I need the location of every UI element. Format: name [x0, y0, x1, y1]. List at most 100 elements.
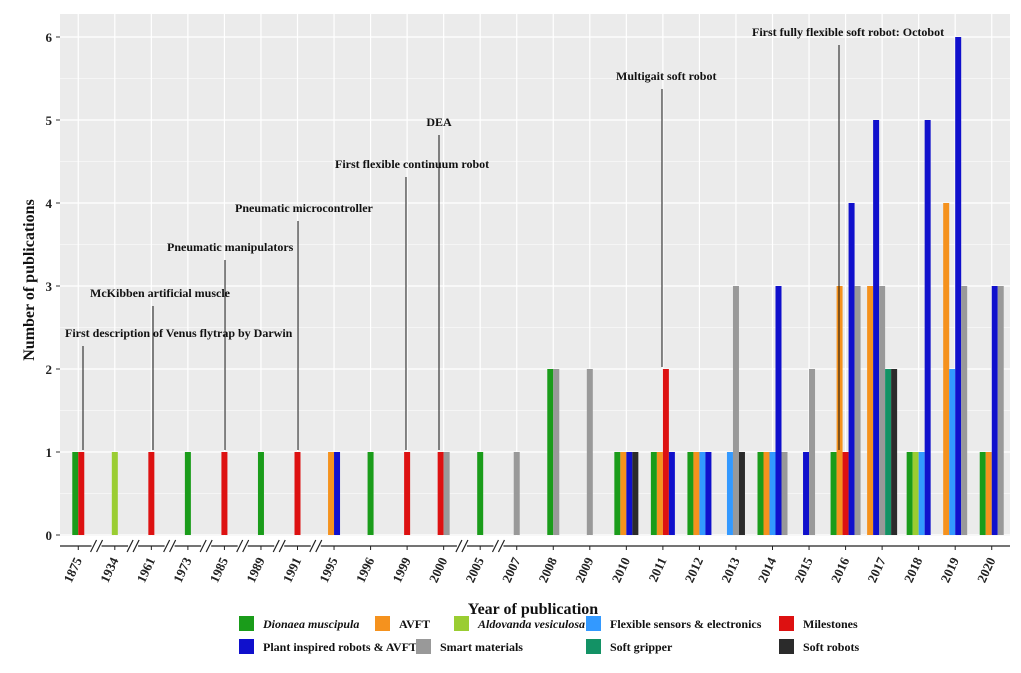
bar-2011-milestones	[662, 369, 669, 535]
bar-2018-aldovanda-vesiculosa	[912, 452, 919, 535]
bar-2019-avft	[943, 203, 950, 535]
x-tick-label: 2017	[864, 554, 889, 584]
legend-label: Soft gripper	[610, 640, 673, 654]
x-tick-label: 2020	[974, 555, 999, 585]
axis-break-mark	[309, 539, 317, 553]
bar-2016-avft	[836, 286, 843, 535]
bar-2012-avft	[693, 452, 700, 535]
bar-1996-dionaea-muscipula	[367, 452, 374, 535]
x-tick-label: 1985	[207, 554, 232, 584]
axis-break-gap	[201, 541, 212, 551]
legend-label: Flexible sensors & electronics	[610, 617, 762, 631]
axis-break-mark	[461, 539, 469, 553]
y-tick-label: 4	[46, 196, 53, 211]
axis-break-mark	[90, 539, 98, 553]
bar-2020-smart-materials	[997, 286, 1004, 535]
bar-2020-avft	[985, 452, 992, 535]
bar-2018-flexible-sensors-electronics	[918, 452, 925, 535]
bar-2014-dionaea-muscipula	[757, 452, 764, 535]
axis-break-mark	[163, 539, 171, 553]
axis-break-mark	[96, 539, 104, 553]
bar-1995-plant-inspired-robots-avft	[334, 452, 341, 535]
legend-label: Smart materials	[440, 640, 523, 654]
x-tick-label: 2009	[572, 554, 597, 584]
bar-1973-dionaea-muscipula	[184, 452, 191, 535]
x-tick-label: 2011	[645, 555, 669, 584]
y-axis: 0 1 2 3 4 5 6	[46, 30, 60, 543]
annotation-label: Pneumatic microcontroller	[235, 201, 374, 215]
axis-break-mark	[455, 539, 463, 553]
bar-2017-plant-inspired-robots-avft	[873, 120, 880, 535]
bar-1875-dionaea-muscipula	[72, 452, 79, 535]
x-axis-title: Year of publication	[468, 601, 598, 618]
x-tick-label: 1989	[243, 554, 268, 584]
bar-2020-plant-inspired-robots-avft	[991, 286, 998, 535]
axis-break-gap	[456, 541, 467, 551]
bar-2000-milestones	[437, 452, 444, 535]
bar-2018-dionaea-muscipula	[906, 452, 913, 535]
bar-2017-soft-gripper	[885, 369, 892, 535]
bar-2009-smart-materials	[586, 369, 593, 535]
bar-2008-dionaea-muscipula	[547, 369, 554, 535]
annotation-label: DEA	[426, 115, 452, 129]
axis-break-gap	[91, 541, 102, 551]
x-tick-label: 1961	[133, 555, 158, 585]
x-tick-label: 2016	[828, 554, 853, 584]
x-tick-label: 2019	[937, 554, 962, 584]
axis-break-mark	[272, 539, 280, 553]
bar-2016-smart-materials	[854, 286, 861, 535]
bar-1999-milestones	[404, 452, 411, 535]
bar-2007-smart-materials	[513, 452, 520, 535]
legend: Dionaea muscipula AVFT Aldovanda vesiculos…	[239, 616, 859, 654]
x-tick-label: 1875	[60, 554, 85, 584]
legend-label: Milestones	[803, 617, 858, 631]
annotation-label: First fully flexible soft robot: Octobot	[752, 25, 944, 39]
axis-break-mark	[132, 539, 140, 553]
x-axis: 1875 1934 1961 1973 1985 1989 1991 1995 1996 1999…	[60, 539, 1010, 585]
bar-2017-avft	[867, 286, 874, 535]
legend-label: AVFT	[399, 617, 430, 631]
y-tick-label: 2	[46, 362, 53, 377]
legend-swatch	[779, 639, 794, 654]
bar-2008-smart-materials	[553, 369, 560, 535]
bar-2018-plant-inspired-robots-avft	[924, 120, 931, 535]
axis-break-mark	[278, 539, 286, 553]
bar-2010-avft	[620, 452, 627, 535]
bar-2017-smart-materials	[879, 286, 886, 535]
axis-break-gap	[274, 541, 285, 551]
bar-2013-smart-materials	[732, 286, 739, 535]
legend-swatch	[586, 616, 601, 631]
x-tick-label: 2010	[608, 555, 633, 585]
bar-2016-dionaea-muscipula	[830, 452, 837, 535]
bar-2019-flexible-sensors-electronics	[949, 369, 956, 535]
bar-2020-dionaea-muscipula	[979, 452, 986, 535]
y-tick-label: 3	[46, 279, 53, 294]
x-tick-label: 2013	[718, 554, 743, 584]
bar-2017-soft-robots	[891, 369, 898, 535]
y-axis-title: Number of publications	[21, 199, 38, 361]
legend-swatch	[586, 639, 601, 654]
bar-2013-soft-robots	[738, 452, 745, 535]
y-tick-label: 6	[46, 30, 53, 45]
x-tick-label: 2000	[426, 555, 451, 585]
bar-2014-plant-inspired-robots-avft	[775, 286, 782, 535]
legend-label: Aldovanda vesiculosa	[477, 617, 585, 631]
x-tick-label: 2012	[682, 555, 707, 585]
x-tick-label: 2015	[791, 554, 816, 584]
bar-2012-dionaea-muscipula	[687, 452, 694, 535]
x-tick-label: 2014	[755, 554, 780, 584]
bar-1934-aldovanda-vesiculosa	[111, 452, 118, 535]
x-tick-label: 2007	[499, 554, 524, 584]
bar-2019-plant-inspired-robots-avft	[955, 37, 962, 535]
x-tick-label: 2008	[535, 554, 560, 584]
axis-break-gap	[493, 541, 504, 551]
bar-1991-milestones	[294, 452, 301, 535]
y-tick-label: 0	[46, 528, 53, 543]
bar-2019-smart-materials	[961, 286, 968, 535]
bars	[72, 37, 1004, 535]
legend-label: Dionaea muscipula	[262, 617, 359, 631]
annotation-label: Pneumatic manipulators	[167, 240, 294, 254]
x-tick-label: 1934	[97, 554, 122, 584]
annotation-label: First description of Venus flytrap by Da…	[65, 326, 293, 340]
